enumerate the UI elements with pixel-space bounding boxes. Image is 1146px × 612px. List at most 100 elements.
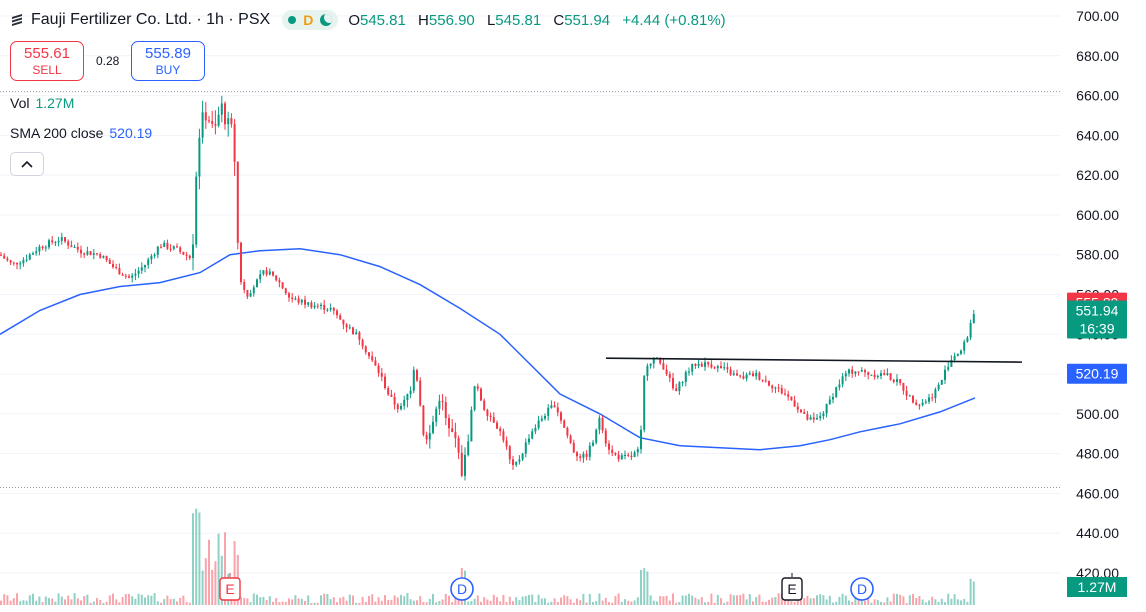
volume-bar — [137, 593, 140, 605]
volume-bar — [537, 594, 540, 605]
volume-bar — [211, 569, 214, 605]
volume-bar — [886, 597, 889, 605]
candle-body — [630, 455, 633, 457]
volume-bar — [729, 594, 732, 605]
collapse-legend-button[interactable] — [10, 152, 44, 176]
volume-bar — [774, 597, 777, 605]
volume-bar — [432, 593, 434, 605]
volume-bar — [601, 600, 604, 605]
y-tick-label: 460.00 — [1076, 485, 1119, 501]
candle-body — [796, 406, 799, 410]
candle-body — [627, 454, 630, 456]
volume-bar — [358, 602, 361, 605]
candle-body — [860, 370, 863, 372]
volume-tag-bg — [1067, 577, 1127, 597]
symbol-title[interactable]: Fauji Fertilizer Co. Ltd. · 1h · PSX — [31, 11, 271, 28]
volume-bar — [22, 600, 25, 605]
volume-bar — [390, 599, 393, 605]
volume-legend[interactable]: Vol 1.27M — [10, 95, 74, 111]
low-value: 545.81 — [495, 11, 542, 29]
low-key: L — [486, 11, 496, 29]
candle-body — [192, 244, 194, 259]
volume-bar — [252, 593, 255, 605]
candle-body — [262, 270, 265, 275]
candle-body — [214, 124, 217, 126]
candle-body — [304, 299, 306, 305]
volume-bar — [707, 601, 710, 605]
candle-body — [816, 418, 818, 420]
sell-button[interactable]: 555.61 SELL — [10, 41, 84, 81]
candle-body — [867, 372, 870, 375]
sma-legend[interactable]: SMA 200 close 520.19 — [10, 125, 152, 141]
candle-body — [400, 405, 402, 410]
candle-body — [416, 369, 418, 381]
candle-body — [313, 305, 316, 308]
horizontal-trendline[interactable] — [605, 357, 1023, 363]
candle-body — [70, 245, 73, 248]
volume-bar — [278, 602, 281, 605]
dividend-marker[interactable]: D — [850, 577, 874, 601]
volume-bar — [256, 594, 258, 605]
candle-body — [12, 262, 15, 264]
candle-body — [284, 288, 287, 294]
volume-bar — [454, 598, 457, 605]
candle-body — [457, 438, 460, 453]
candle-body — [892, 379, 895, 382]
sma-value: 520.19 — [109, 125, 153, 141]
candle-body — [134, 273, 137, 276]
volume-bar — [67, 595, 70, 605]
candle-body — [358, 332, 361, 340]
buy-button[interactable]: 555.89 BUY — [131, 41, 205, 81]
market-status-pill[interactable]: D — [282, 10, 339, 30]
candle-body — [201, 112, 204, 138]
candle-body — [844, 373, 847, 377]
market-open-icon — [288, 16, 297, 24]
volume-bar — [345, 600, 348, 605]
volume-bar — [569, 599, 572, 605]
candle-body — [649, 363, 652, 366]
grid-lines — [0, 15, 1060, 574]
volume-bar — [531, 594, 534, 605]
volume-bar — [963, 598, 966, 605]
candle-body — [736, 373, 738, 376]
volume-bar — [665, 595, 668, 605]
candle-body — [233, 124, 236, 162]
earnings-marker[interactable]: E — [781, 573, 803, 601]
price-axis[interactable]: 700.00 680.00 660.00 640.00 620.00 600.00 580.… — [1062, 0, 1146, 612]
candle-body — [124, 275, 127, 277]
candle-body — [854, 371, 857, 374]
candlesticks[interactable] — [0, 95, 975, 481]
candle-body — [899, 379, 902, 384]
sell-price: 555.61 — [24, 45, 70, 62]
volume-bar — [921, 599, 924, 605]
candle-body — [876, 375, 879, 378]
candle-body — [281, 282, 284, 289]
volume-bar — [332, 597, 335, 605]
candle-body — [73, 246, 76, 248]
volume-bar — [83, 596, 86, 605]
candle-body — [726, 367, 729, 370]
volume-bar — [496, 597, 498, 605]
volume-bar — [307, 595, 310, 605]
candle-body — [569, 435, 572, 443]
dividend-marker[interactable]: D — [450, 577, 474, 601]
candle-body — [236, 161, 239, 243]
candle-body — [473, 386, 476, 410]
volume-bar — [272, 601, 274, 605]
earnings-marker[interactable]: E — [219, 573, 241, 601]
candle-body — [486, 409, 489, 416]
candle-body — [252, 287, 255, 294]
volume-bar — [969, 578, 972, 605]
candle-body — [758, 372, 761, 380]
candle-body — [60, 237, 63, 241]
candle-body — [870, 374, 873, 376]
volume-bar — [816, 595, 818, 605]
volume-bar — [156, 601, 159, 605]
earnings-box — [781, 577, 803, 601]
volume-bar — [870, 602, 873, 605]
candle-body — [179, 247, 182, 252]
volume-bar — [790, 601, 793, 605]
trend-line[interactable] — [605, 357, 1023, 363]
